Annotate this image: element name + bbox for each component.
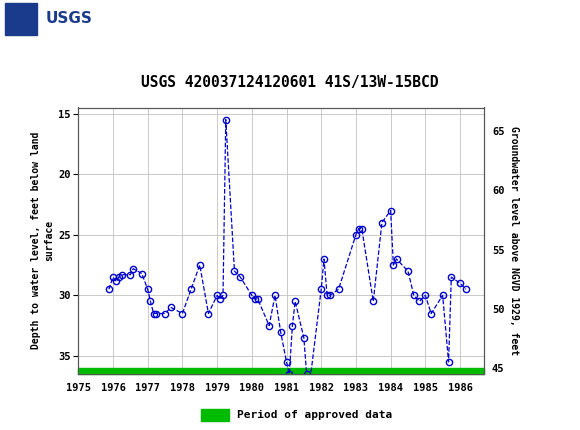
Bar [78, 368, 484, 374]
Text: Period of approved data: Period of approved data [237, 410, 393, 420]
Text: USGS: USGS [45, 12, 92, 26]
FancyBboxPatch shape [5, 3, 37, 35]
Bar [201, 408, 229, 421]
Y-axis label: Groundwater level above NGVD 1929, feet: Groundwater level above NGVD 1929, feet [509, 126, 519, 355]
Text: USGS 420037124120601 41S/13W-15BCD: USGS 420037124120601 41S/13W-15BCD [142, 75, 438, 90]
Y-axis label: Depth to water level, feet below land
surface: Depth to water level, feet below land su… [31, 132, 54, 350]
FancyBboxPatch shape [5, 3, 71, 35]
